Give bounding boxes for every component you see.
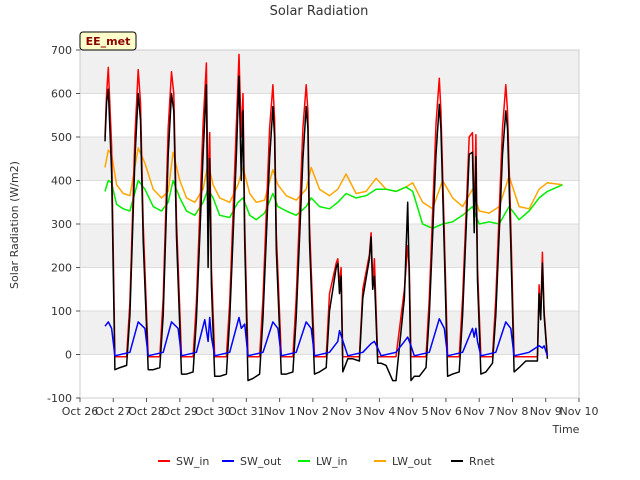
legend-label: SW_in [176, 455, 209, 468]
x-tick-label: Nov 2 [297, 405, 329, 418]
y-tick-label: 100 [51, 305, 72, 318]
y-tick-label: 0 [65, 349, 72, 362]
x-axis-label: Time [552, 423, 580, 436]
series-line-lw-in [104, 179, 563, 230]
x-tick-label: Nov 3 [330, 405, 362, 418]
station-badge: EE_met [79, 31, 137, 51]
y-tick-label: -100 [47, 392, 72, 405]
legend-label: Rnet [469, 455, 495, 468]
x-tick-label: Oct 29 [162, 405, 199, 418]
y-tick-label: 200 [51, 262, 72, 275]
x-tick-label: Nov 9 [530, 405, 562, 418]
x-tick-label: Nov 10 [560, 405, 599, 418]
x-tick-label: Nov 4 [363, 405, 395, 418]
y-tick-label: 600 [51, 88, 72, 101]
grid-band [80, 224, 579, 268]
y-axis-label: Solar Radiation (W/m2) [8, 161, 21, 289]
x-tick-label: Oct 31 [228, 405, 265, 418]
station-badge-text: EE_met [86, 35, 131, 48]
y-tick-label: 700 [51, 44, 72, 57]
legend-label: LW_in [316, 455, 348, 468]
x-tick-label: Nov 6 [430, 405, 462, 418]
y-axis: -100 0 100 200 300 400 500 600 700 [47, 44, 80, 405]
x-tick-label: Oct 30 [195, 405, 232, 418]
station-badge-box [79, 31, 137, 51]
x-tick-label: Nov 8 [496, 405, 528, 418]
plot-area [79, 49, 580, 399]
x-tick-label: Oct 27 [95, 405, 132, 418]
legend: SW_in SW_out LW_in LW_out Rnet [158, 455, 495, 468]
x-tick-label: Nov 7 [463, 405, 495, 418]
y-tick-label: 400 [51, 175, 72, 188]
x-tick-label: Nov 5 [397, 405, 429, 418]
y-tick-label: 300 [51, 218, 72, 231]
legend-label: LW_out [392, 455, 432, 468]
x-tick-label: Oct 26 [62, 405, 99, 418]
series-line-lw-out [104, 147, 563, 214]
grid-band [80, 50, 579, 94]
grid-band [80, 137, 579, 181]
x-tick-label: Nov 1 [264, 405, 296, 418]
y-tick-label: 500 [51, 131, 72, 144]
legend-label: SW_out [240, 455, 282, 468]
chart-title: Solar Radiation [270, 4, 369, 19]
x-tick-label: Oct 28 [128, 405, 165, 418]
series-line-sw-out [104, 316, 549, 357]
series-line-rnet [104, 75, 549, 382]
